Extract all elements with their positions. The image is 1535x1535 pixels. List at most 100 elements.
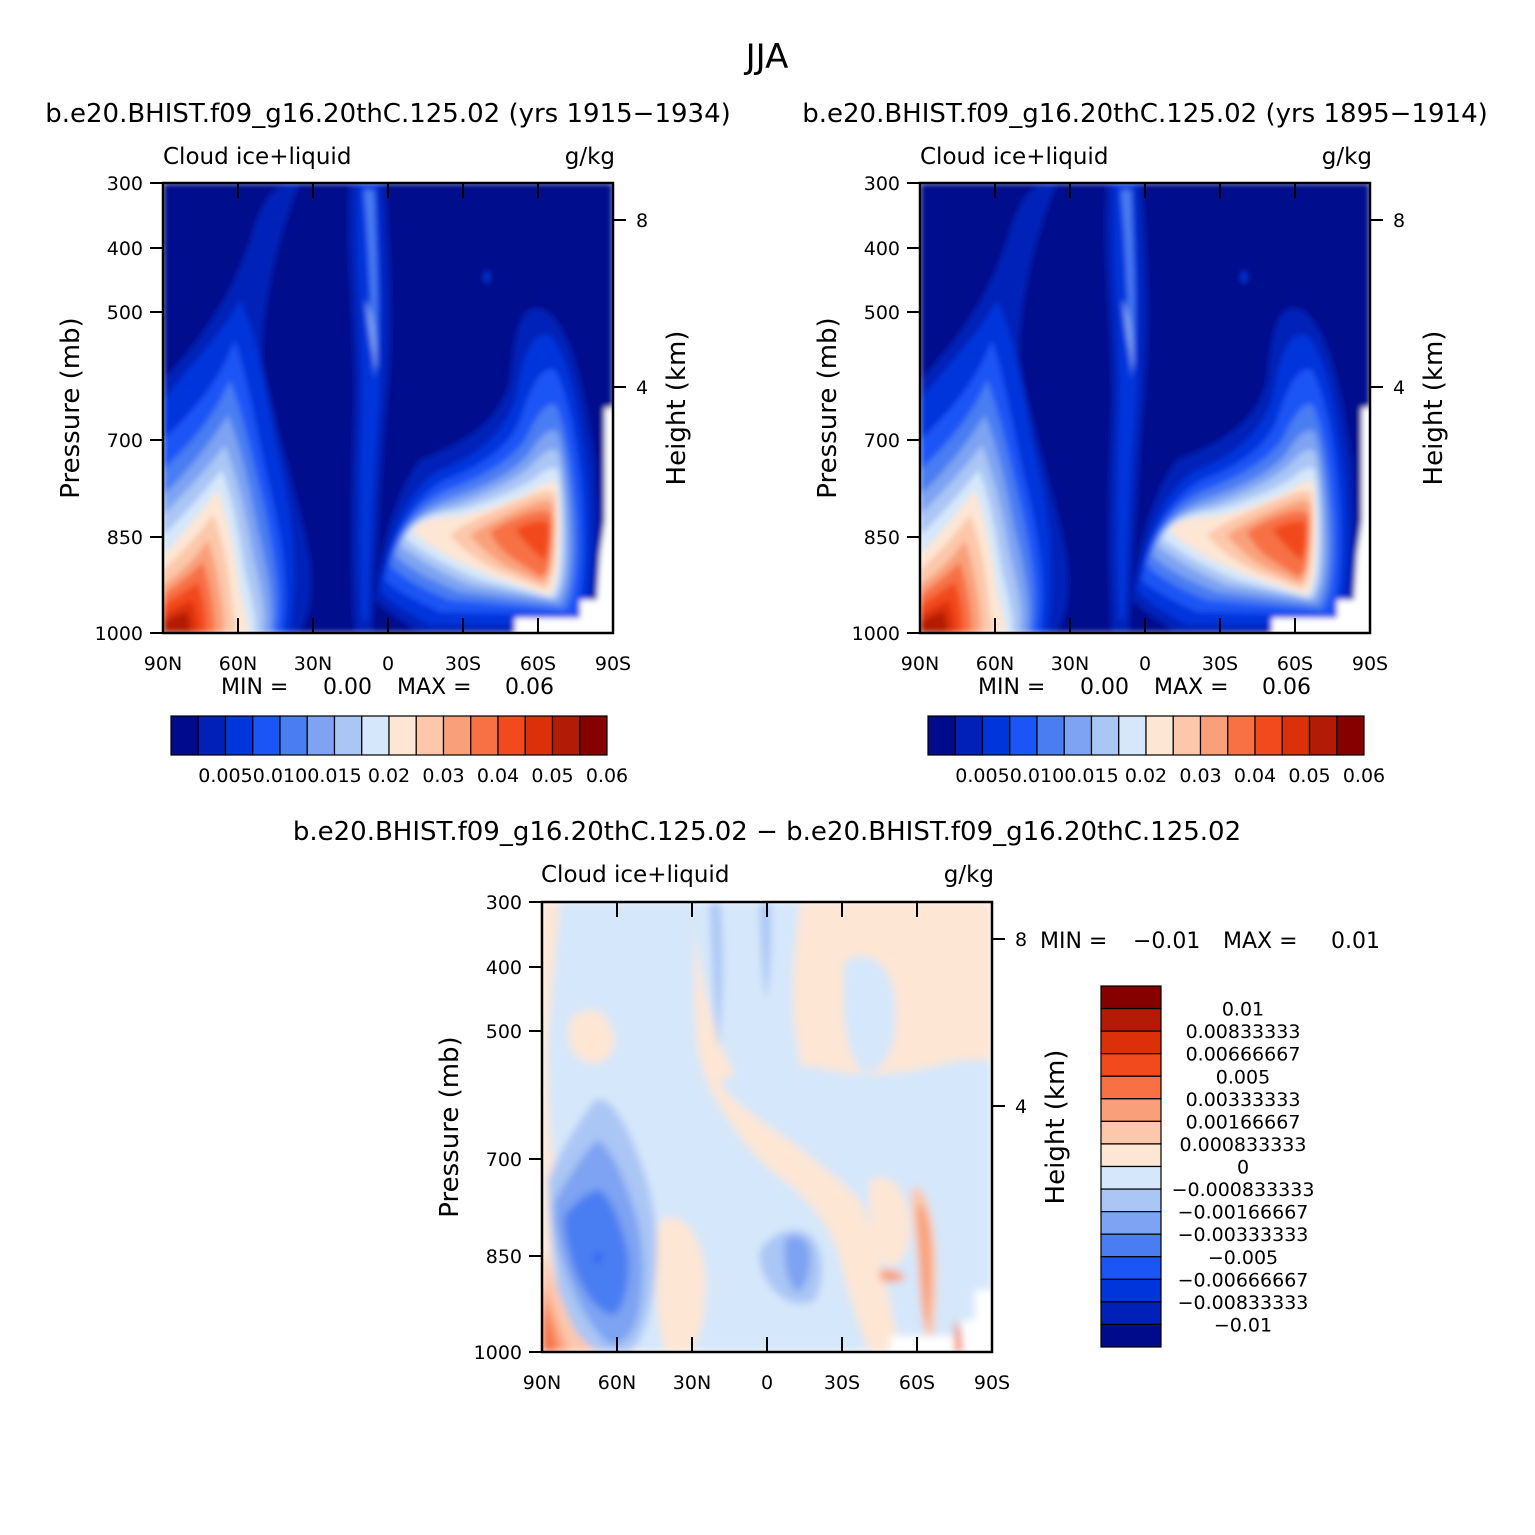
- y2-tick-label: 8: [1393, 210, 1405, 232]
- colorbar-swatch: [224, 715, 254, 756]
- colorbar-label: −0.00666667: [1178, 1269, 1309, 1291]
- x-tick-label: 30S: [445, 653, 481, 675]
- max-label: MAX =: [1154, 675, 1229, 700]
- colorbar-swatch: [524, 715, 554, 756]
- colorbar-label: 0.00833333: [1186, 1021, 1301, 1043]
- colorbar-swatch: [1100, 1188, 1162, 1213]
- colorbar-swatch: [1100, 985, 1162, 1010]
- y-tick-label: 850: [864, 527, 900, 549]
- y2-axis-label: Height (km): [662, 331, 692, 486]
- colorbar-label: 0.02: [368, 765, 410, 787]
- colorbar-label: −0.00833333: [1178, 1292, 1309, 1314]
- colorbar-swatch: [1090, 715, 1120, 756]
- colorbar-swatch: [1100, 1301, 1162, 1326]
- colorbar-label: 0.015: [1064, 765, 1118, 787]
- heatmap-plot-area: [920, 183, 1370, 633]
- colorbar-label: 0.05: [1288, 765, 1330, 787]
- colorbar-label: 0.00666667: [1186, 1044, 1301, 1066]
- min-value: −0.01: [1133, 929, 1200, 954]
- colorbar-swatch: [1100, 1233, 1162, 1258]
- x-tick-label: 90N: [523, 1372, 561, 1394]
- min-label: MIN =: [221, 675, 288, 700]
- colorbar-swatch: [1100, 1323, 1162, 1348]
- colorbar-label: 0.05: [531, 765, 573, 787]
- colorbar-swatch: [1009, 715, 1038, 756]
- y-axis-label: Pressure (mb): [813, 317, 843, 498]
- x-tick-label: 60N: [598, 1372, 636, 1394]
- colorbar-swatch: [497, 715, 526, 756]
- x-tick-label: 60S: [1277, 653, 1313, 675]
- colorbar-swatch: [1100, 1120, 1162, 1145]
- x-tick-label: 60S: [899, 1372, 935, 1394]
- x-tick-label: 30N: [294, 653, 332, 675]
- panel-left-label: Cloud ice+liquid: [920, 144, 1108, 170]
- colorbar-label: 0.04: [477, 765, 519, 787]
- y-axis-label: Pressure (mb): [435, 1036, 465, 1217]
- y2-tick-label: 4: [636, 377, 648, 399]
- x-tick-label: 90S: [974, 1372, 1010, 1394]
- colorbar-swatch: [333, 715, 363, 756]
- max-value: 0.06: [1262, 675, 1311, 700]
- heatmap-plot-area: [542, 902, 992, 1352]
- colorbar-swatch: [1199, 715, 1229, 756]
- x-tick-label: 30S: [824, 1372, 860, 1394]
- min-label: MIN =: [1040, 929, 1107, 954]
- panel-top-right: b.e20.BHIST.f09_g16.20thC.125.02 (yrs 18…: [802, 99, 1488, 787]
- y-tick-label: 1000: [95, 623, 143, 645]
- x-tick-label: 90N: [901, 653, 939, 675]
- colorbar-swatch: [170, 715, 199, 756]
- colorbar-swatch: [415, 715, 445, 756]
- y-tick-label: 500: [864, 302, 900, 324]
- y2-axis-label: Height (km): [1041, 1050, 1071, 1205]
- min-value: 0.00: [323, 675, 372, 700]
- max-label: MAX =: [397, 675, 472, 700]
- axis-ticks: [150, 182, 626, 634]
- colorbar-label: 0.03: [1179, 765, 1221, 787]
- colorbar-swatch: [954, 715, 984, 756]
- colorbar-label: 0.04: [1234, 765, 1276, 787]
- y-tick-label: 300: [864, 173, 900, 195]
- y2-axis-label: Height (km): [1419, 331, 1449, 486]
- colorbar-swatch: [927, 715, 956, 756]
- colorbar-label: 0: [1237, 1157, 1249, 1179]
- colorbar-horizontal: 0.005 0.010 0.015 0.02 0.03 0.04 0.05 0.06: [927, 715, 1385, 787]
- colorbar-swatch: [551, 715, 581, 756]
- y-tick-label: 700: [864, 430, 900, 452]
- colorbar-label: −0.00166667: [1178, 1202, 1309, 1224]
- colorbar-swatch: [1100, 1098, 1162, 1122]
- panel-left-label: Cloud ice+liquid: [163, 144, 351, 170]
- x-tick-label: 30S: [1202, 653, 1238, 675]
- panel-header: b.e20.BHIST.f09_g16.20thC.125.02 (yrs 19…: [45, 99, 731, 129]
- colorbar-swatch: [1100, 1278, 1162, 1303]
- colorbar-label: 0.06: [586, 765, 628, 787]
- panel-bottom-difference: b.e20.BHIST.f09_g16.20thC.125.02 − b.e20…: [293, 817, 1380, 1394]
- y-tick-label: 400: [107, 238, 143, 260]
- colorbar-label: 0.010: [253, 765, 307, 787]
- max-value: 0.06: [505, 675, 554, 700]
- x-tick-label: 0: [761, 1372, 773, 1394]
- y-tick-label: 500: [107, 302, 143, 324]
- colorbar-swatch: [1036, 715, 1065, 756]
- colorbar-swatch: [1100, 1007, 1162, 1032]
- panel-units-label: g/kg: [565, 144, 615, 170]
- colorbar-swatch: [1336, 715, 1365, 756]
- colorbar-label: 0.00166667: [1186, 1111, 1301, 1133]
- colorbar-swatch: [1118, 715, 1147, 756]
- colorbar-label: 0.00333333: [1186, 1089, 1301, 1111]
- y-tick-label: 850: [107, 527, 143, 549]
- colorbar-swatch: [1100, 1165, 1162, 1190]
- colorbar-swatch: [1100, 1256, 1162, 1280]
- colorbar-swatch: [442, 715, 472, 756]
- colorbar-swatch: [1227, 715, 1256, 756]
- y-tick-label: 500: [486, 1021, 522, 1043]
- colorbar-label: 0.005: [1216, 1066, 1270, 1088]
- colorbar-swatch: [1100, 1053, 1162, 1077]
- y-tick-label: 1000: [852, 623, 900, 645]
- x-tick-label: 90S: [1352, 653, 1388, 675]
- colorbar-swatch: [470, 715, 499, 756]
- colorbar-label: 0.000833333: [1180, 1134, 1307, 1156]
- max-label: MAX =: [1223, 929, 1298, 954]
- colorbar-label: 0.010: [1010, 765, 1064, 787]
